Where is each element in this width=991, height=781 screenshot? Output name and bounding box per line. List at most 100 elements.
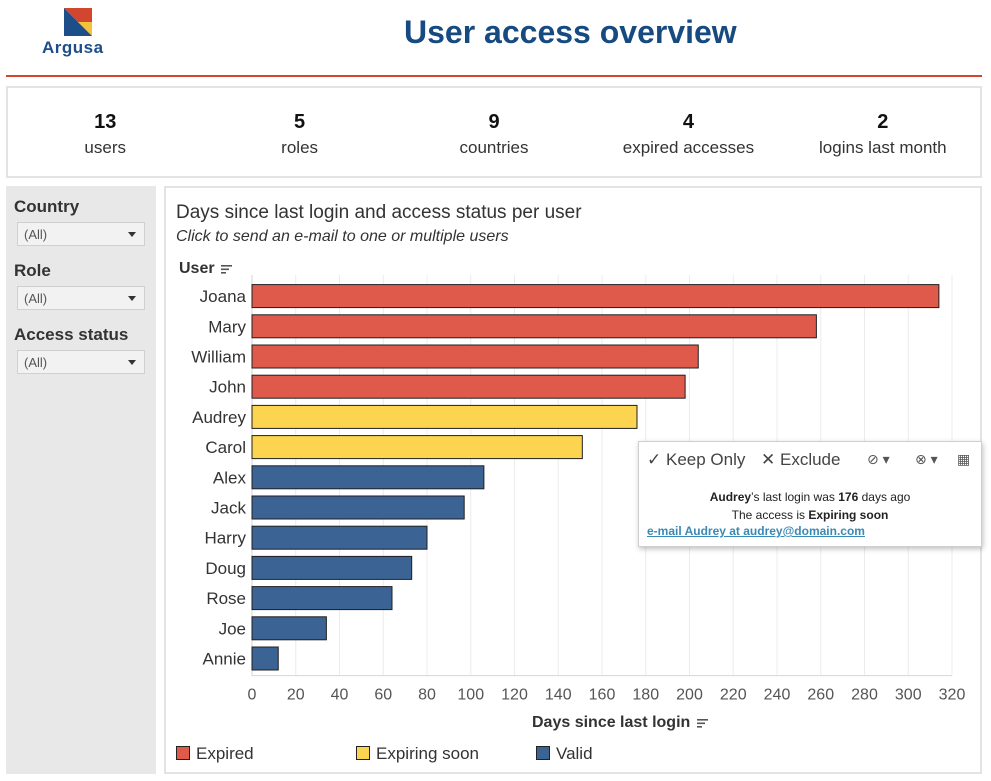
country-filter-label: Country [14,197,80,216]
legend-label: Expiring soon [376,744,480,763]
x-tick-label: 0 [248,687,257,704]
kpi-value: 2 [877,111,889,133]
kpi-countries: 9 countries [397,88,591,176]
kpi-label: users [84,138,126,157]
x-axis-title[interactable]: Days since last login [532,714,709,732]
y-tick-label: Audrey [192,408,246,427]
role-filter-dropdown[interactable]: (All) [17,286,145,310]
user-column-label: User [179,260,215,277]
bar-john[interactable] [251,374,686,399]
y-tick-label: Carol [205,438,246,457]
kpi-expired-accesses: 4 expired accesses [591,88,785,176]
close-icon: ✕ [761,450,776,469]
tooltip-body: Audrey’s last login was 176 days ago The… [639,488,981,524]
kpi-value: 9 [488,111,500,133]
logo-text: Argusa [42,38,104,57]
create-set-button[interactable]: ⊗ ▾ [915,451,938,468]
bar-chart: 0 20 40 60 80 100 120 140 160 180 200 220 240 260 280 3… [191,275,965,704]
x-tick-label: 220 [720,687,747,704]
kpi-band: 13 users 5 roles 9 countries 4 expired a… [6,86,982,178]
legend-item-expiring-soon[interactable]: Expiring soon [356,744,479,764]
chart-title: Days since last login and access status … [176,202,582,223]
kpi-logins-last-month: 2 logins last month [786,88,980,176]
bar-audrey[interactable] [251,404,638,429]
bar-doug[interactable] [251,555,413,580]
sort-icon[interactable] [221,264,233,274]
tooltip-user: Audrey [709,490,752,504]
legend-swatch [356,746,370,760]
chevron-down-icon [128,232,136,237]
group-members-button[interactable]: ⊘ ▾ [867,451,890,468]
legend-label: Valid [556,744,593,763]
exclude-label: Exclude [779,450,841,469]
sort-icon[interactable] [696,718,709,728]
kpi-value: 13 [94,111,117,133]
bar-alex[interactable] [251,465,485,490]
bar-carol[interactable] [251,435,583,460]
tooltip-line-2: The access is Expiring soon [639,506,981,524]
legend-label: Expired [196,744,254,763]
y-tick-label: Jack [211,499,246,518]
view-data-button[interactable]: ▦ [957,451,970,468]
country-filter-value: (All) [24,227,48,242]
bar-harry[interactable] [251,525,428,550]
legend-swatch [176,746,190,760]
y-tick-label: Mary [208,317,246,336]
chevron-down-icon [128,296,136,301]
bar-joana[interactable] [251,284,940,309]
user-column-header[interactable]: User [179,260,233,278]
country-filter-dropdown[interactable]: (All) [17,222,145,246]
x-tick-label: 60 [374,687,392,704]
x-axis-title-text: Days since last login [532,714,691,731]
tooltip-status: Expiring soon [808,508,889,522]
email-link[interactable]: e-mail Audrey at audrey@domain.com [647,524,865,538]
x-tick-label: 200 [676,687,703,704]
legend-swatch [536,746,550,760]
x-tick-label: 100 [457,687,484,704]
y-tick-label: Joe [219,619,246,638]
chart-panel: 0 20 40 60 80 100 120 140 160 180 200 220 240 260 280 3… [164,186,982,774]
bar-william[interactable] [251,344,699,369]
x-tick-label: 240 [764,687,791,704]
y-tick-label: Annie [203,650,246,669]
exclude-button[interactable]: ✕ Exclude [761,450,840,470]
tooltip-text: days ago [861,490,911,504]
y-tick-label: John [209,378,246,397]
y-tick-label: Rose [206,589,246,608]
x-tick-label: 180 [632,687,659,704]
bar-rose[interactable] [251,586,393,611]
kpi-value: 5 [294,111,306,133]
y-tick-label: Harry [204,529,246,548]
kpi-users: 13 users [8,88,202,176]
page-title: User access overview [404,14,737,50]
tooltip: ✓ Keep Only ✕ Exclude ⊘ ▾ ⊗ ▾ ▦ Audrey’s… [638,441,982,547]
role-filter-label: Role [14,261,51,280]
access-status-filter-dropdown[interactable]: (All) [17,350,145,374]
tooltip-text: ’s last login was [751,490,835,504]
header-divider [6,75,982,77]
bar-jack[interactable] [251,495,465,520]
access-status-filter-label: Access status [14,325,129,344]
legend-item-valid[interactable]: Valid [536,744,593,764]
x-tick-label: 40 [331,687,349,704]
kpi-label: countries [459,138,529,157]
x-tick-label: 120 [501,687,528,704]
x-tick-label: 80 [418,687,436,704]
access-status-filter-value: (All) [24,355,48,370]
tooltip-toolbar: ✓ Keep Only ✕ Exclude ⊘ ▾ ⊗ ▾ ▦ [639,442,981,476]
bar-joe[interactable] [251,616,327,641]
filters-panel: Country (All) Role (All) Access status (… [6,186,156,774]
argusa-logo-icon [64,8,92,36]
y-tick-label: Alex [213,468,247,487]
bar-mary[interactable] [251,314,817,339]
bar-annie[interactable] [251,646,279,671]
tooltip-text: The access is [731,508,805,522]
tooltip-days: 176 [838,490,859,504]
tooltip-line-1: Audrey’s last login was 176 days ago [639,488,981,506]
check-icon: ✓ [647,450,662,469]
y-tick-label: William [191,348,246,367]
keep-only-button[interactable]: ✓ Keep Only [647,450,745,470]
x-tick-label: 20 [287,687,305,704]
legend-item-expired[interactable]: Expired [176,744,254,764]
kpi-label: roles [281,138,319,157]
